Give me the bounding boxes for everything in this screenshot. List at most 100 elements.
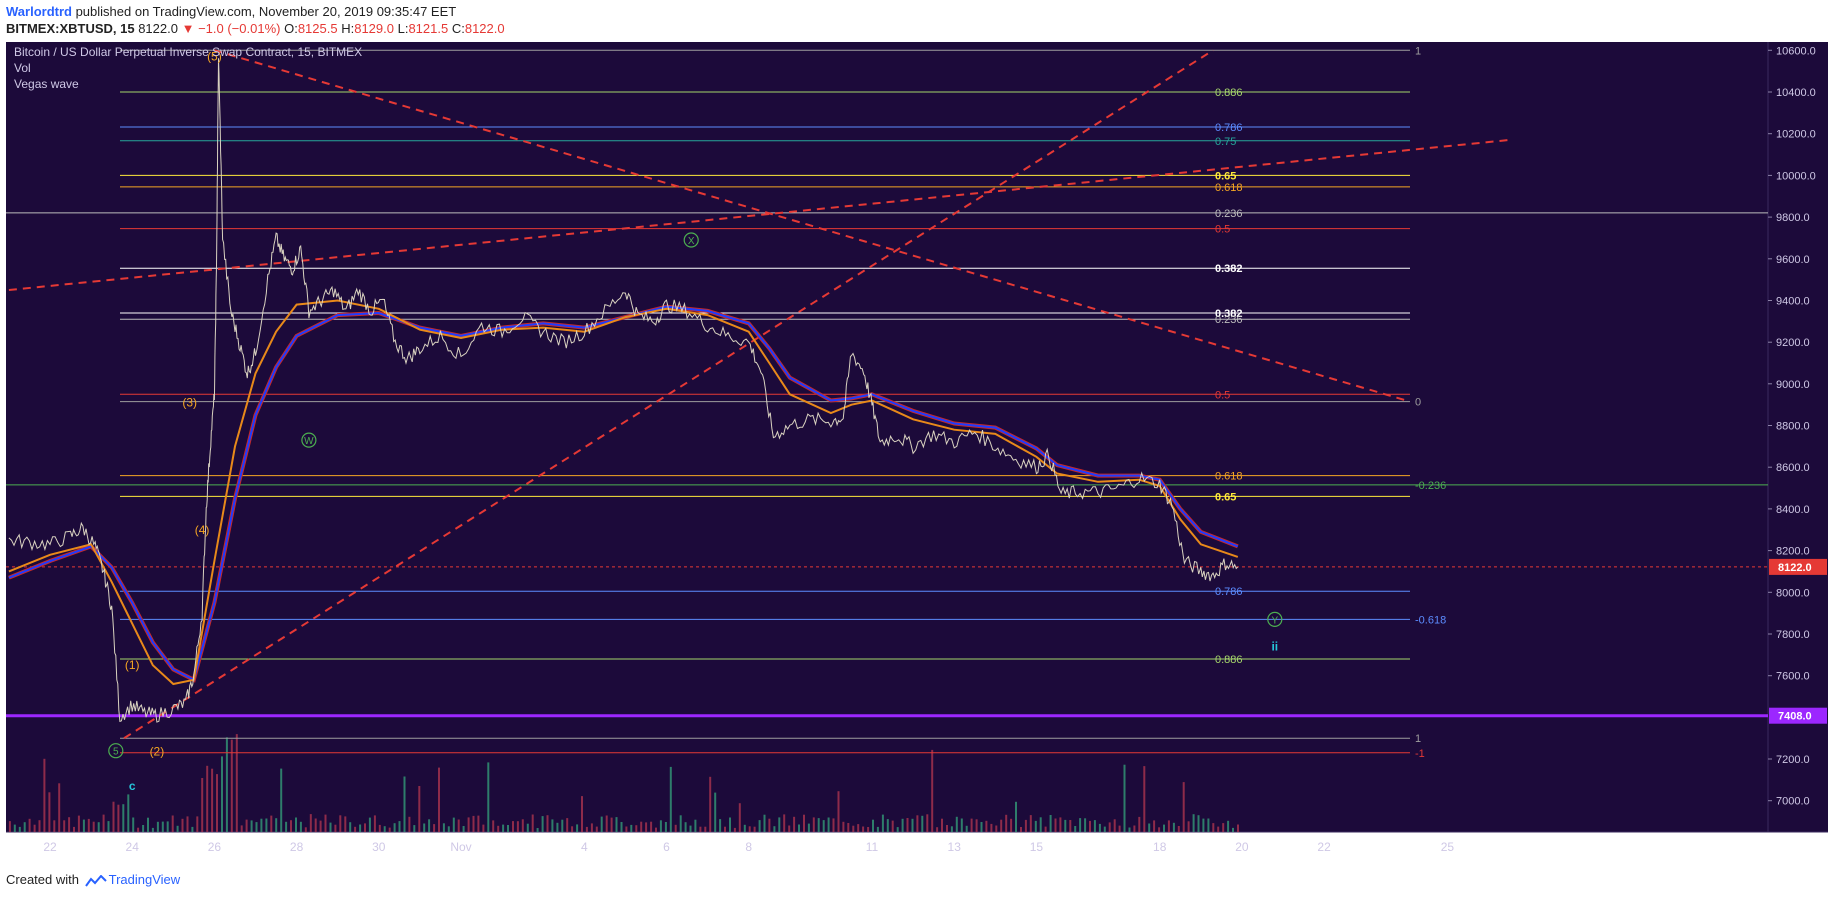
volume-bar <box>275 818 278 832</box>
volume-bar <box>571 826 574 832</box>
volume-bar <box>881 814 884 832</box>
volume-bar <box>975 819 978 832</box>
wave-label: 5 <box>113 747 119 758</box>
volume-bar <box>43 758 46 832</box>
volume-bar <box>230 739 233 832</box>
trendline[interactable] <box>214 49 1407 402</box>
volume-bar <box>38 820 41 832</box>
volume-bar <box>625 826 628 832</box>
volume-bar <box>921 815 924 832</box>
volume-bar <box>1158 827 1161 832</box>
volume-bar <box>329 822 332 832</box>
fib-level-label: 0.618 <box>1215 182 1243 194</box>
volume-bar <box>53 820 56 832</box>
volume-bar <box>699 826 702 832</box>
volume-bar <box>270 815 273 832</box>
author-link[interactable]: Warlordtrd <box>6 4 72 19</box>
price-axis[interactable]: 10600.0 10400.0 10200.0 10000.0 9800.0 9600.0… <box>1768 45 1827 808</box>
volume-bar <box>581 796 583 832</box>
volume-bar <box>181 818 184 832</box>
volume-bar <box>753 826 756 832</box>
volume-bar <box>1098 823 1101 832</box>
y-tick-label: 7600.0 <box>1776 671 1810 683</box>
x-tick-label: 28 <box>290 840 304 854</box>
price-chart[interactable]: 10.8860.7860.750.650.6180.2360.50.3820.3… <box>0 42 1828 862</box>
volume-bar <box>137 827 140 832</box>
volume-bar <box>640 821 643 832</box>
y-tick-label: 9200.0 <box>1776 337 1810 349</box>
y-tick-label: 10600.0 <box>1776 45 1816 57</box>
fib-level-label: 0.886 <box>1215 654 1243 666</box>
volume-bar <box>48 792 51 832</box>
volume-bar <box>438 767 440 832</box>
volume-bar <box>822 820 825 832</box>
volume-bar <box>936 827 939 832</box>
volume-bar <box>423 823 426 832</box>
tradingview-brand[interactable]: TradingView <box>108 872 181 887</box>
volume-bar <box>240 825 243 832</box>
volume-bar <box>916 815 919 832</box>
volume-bar <box>378 824 381 832</box>
trendline[interactable] <box>123 49 1214 740</box>
fib-level-label: 0.618 <box>1215 471 1243 483</box>
fib-level-label: 1 <box>1415 45 1421 57</box>
volume-bar <box>512 821 514 832</box>
volume-bar <box>334 824 337 832</box>
x-tick-label: 22 <box>1317 840 1331 854</box>
volume-bar <box>457 819 460 832</box>
time-axis[interactable]: 22 24 26 28 30 Nov 4 6 8 11 13 15 18 20 22 25 <box>43 840 1454 854</box>
volume-bar <box>714 792 717 832</box>
volume-bar <box>738 803 741 832</box>
volume-bar <box>442 823 445 832</box>
volume-bar <box>1079 818 1082 832</box>
close-label: C: <box>451 21 465 36</box>
publish-info: Warlordtrd published on TradingView.com,… <box>6 4 456 19</box>
volume-bar <box>73 826 75 832</box>
volume-bar <box>142 825 145 832</box>
volume-bar <box>876 826 879 832</box>
volume-bar <box>600 816 603 832</box>
volume-bar <box>807 823 810 832</box>
volume-bar <box>585 826 588 832</box>
fib-level-label: 1 <box>1415 733 1421 745</box>
volume-bar <box>260 818 263 832</box>
ema-mid-line <box>8 305 1239 682</box>
wave-label: X <box>688 236 695 247</box>
volume-bar <box>255 822 258 832</box>
high-label: H: <box>341 21 355 36</box>
volume-bar <box>1059 817 1062 832</box>
volume-bar <box>398 821 401 832</box>
volume-bar <box>867 827 870 832</box>
volume-bar <box>1093 820 1096 832</box>
ema-fast-line <box>8 299 1239 686</box>
volume-bar <box>669 766 672 832</box>
volume-bar <box>33 824 36 832</box>
volume-bar <box>926 814 929 832</box>
volume-bar <box>768 818 771 832</box>
volume-bar <box>526 823 529 832</box>
volume-bar <box>216 774 218 832</box>
y-tick-label: 7800.0 <box>1776 629 1810 641</box>
volume-bar <box>1128 827 1131 832</box>
x-tick-label: 4 <box>581 840 588 854</box>
volume-bar <box>1089 820 1091 832</box>
x-tick-label: 20 <box>1235 840 1249 854</box>
volume-bar <box>1069 820 1072 832</box>
volume-bar <box>1182 782 1185 832</box>
y-tick-label: 10200.0 <box>1776 129 1816 141</box>
volume-bar <box>354 826 357 832</box>
volume-bar <box>1202 818 1205 832</box>
ohlc-line: BITMEX:XBTUSD, 15 8122.0 ▼ −1.0 (−0.01%)… <box>6 21 505 36</box>
volume-bar <box>817 818 820 832</box>
volume-bar <box>1177 826 1180 832</box>
volume-bar <box>1123 764 1126 832</box>
volume-bar <box>516 821 519 832</box>
volume-bar <box>1167 820 1170 832</box>
volume-bar <box>1222 823 1225 832</box>
volume-bar <box>946 825 948 832</box>
fib-level-label: 0.786 <box>1215 586 1243 598</box>
volume-bar <box>748 826 751 832</box>
volume-bar <box>605 815 608 832</box>
volume-bar <box>664 822 667 832</box>
volume-bar <box>388 827 391 832</box>
